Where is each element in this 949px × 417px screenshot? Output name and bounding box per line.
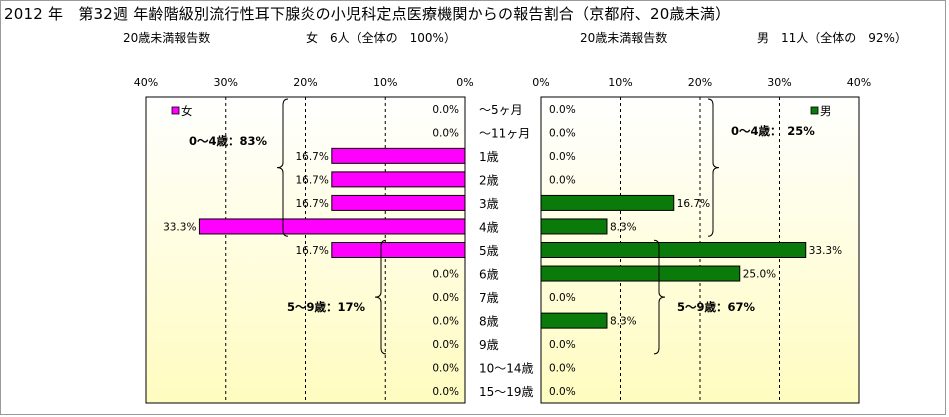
female-bar bbox=[331, 171, 466, 188]
male-report-label: 20歳未満報告数 bbox=[580, 31, 668, 45]
male-x-tick-label: 30% bbox=[767, 76, 791, 89]
female-value-label: 0.0% bbox=[432, 363, 459, 375]
female-value-label: 0.0% bbox=[432, 127, 459, 139]
female-value-label: 16.7% bbox=[295, 151, 328, 163]
male-value-label: 33.3% bbox=[809, 245, 842, 257]
female-value-label: 0.0% bbox=[432, 339, 459, 351]
male-value-label: 16.7% bbox=[677, 198, 710, 210]
male-annotation-label: 5～9歳：67% bbox=[677, 300, 756, 314]
male-value-label: 0.0% bbox=[549, 363, 576, 375]
male-value-label: 0.0% bbox=[549, 151, 576, 163]
female-value-label: 16.7% bbox=[295, 245, 328, 257]
female-bar bbox=[198, 218, 466, 235]
age-category-label: 9歳 bbox=[479, 338, 499, 352]
female-legend-label: 女 bbox=[181, 104, 193, 118]
female-x-tick-label: 40% bbox=[134, 76, 158, 89]
female-value-label: 16.7% bbox=[295, 174, 328, 186]
female-bar bbox=[331, 194, 466, 211]
male-legend-swatch bbox=[810, 106, 819, 115]
age-category-label: 7歳 bbox=[479, 291, 499, 305]
female-x-tick-label: 20% bbox=[293, 76, 317, 89]
female-annotation-label: 0～4歳：83% bbox=[189, 134, 268, 148]
female-value-label: 0.0% bbox=[432, 292, 459, 304]
male-value-label: 0.0% bbox=[549, 292, 576, 304]
female-legend-swatch bbox=[171, 106, 180, 115]
male-bar bbox=[540, 242, 807, 258]
age-category-label: 8歳 bbox=[479, 315, 499, 329]
female-value-label: 0.0% bbox=[432, 316, 459, 328]
age-category-label: 2歳 bbox=[479, 173, 499, 187]
female-value-label: 0.0% bbox=[432, 104, 459, 116]
age-category-label: 15～19歳 bbox=[479, 385, 534, 399]
male-value-label: 8.3% bbox=[610, 316, 637, 328]
male-x-tick-label: 0% bbox=[532, 76, 549, 89]
female-value-label: 16.7% bbox=[295, 198, 328, 210]
male-legend-label: 男 bbox=[820, 104, 832, 118]
female-bar bbox=[331, 147, 466, 164]
female-annotation-label: 5～9歳：17% bbox=[287, 300, 366, 314]
male-bar bbox=[540, 218, 608, 235]
female-x-tick-label: 10% bbox=[373, 76, 397, 89]
male-annotation-label: 0～4歳： 25% bbox=[731, 124, 815, 138]
age-category-label: 1歳 bbox=[479, 150, 499, 164]
male-annotation-brace bbox=[653, 239, 666, 355]
male-annotation-brace bbox=[707, 98, 720, 237]
male-bar bbox=[540, 265, 741, 282]
male-value-label: 25.0% bbox=[743, 269, 776, 281]
male-value-label: 8.3% bbox=[610, 221, 637, 233]
female-x-tick-label: 0% bbox=[456, 76, 473, 89]
male-x-tick-label: 10% bbox=[608, 76, 632, 89]
age-category-label: ～11ヶ月 bbox=[479, 126, 530, 140]
male-report-count: 男 11人（全体の 92%） bbox=[757, 31, 907, 45]
male-x-tick-label: 20% bbox=[688, 76, 712, 89]
chart-title: 2012 年 第32週 年齢階級別流行性耳下腺炎の小児科定点医療機関からの報告割… bbox=[4, 5, 731, 23]
age-category-label: ～5ヶ月 bbox=[479, 103, 523, 117]
female-report-count: 女 6人（全体の 100%） bbox=[306, 31, 456, 45]
male-bar bbox=[540, 194, 675, 211]
male-x-tick-label: 40% bbox=[847, 76, 871, 89]
female-value-label: 0.0% bbox=[432, 269, 459, 281]
male-value-label: 0.0% bbox=[549, 127, 576, 139]
female-report-label: 20歳未満報告数 bbox=[123, 31, 211, 45]
age-category-label: 4歳 bbox=[479, 220, 499, 234]
age-category-label: 3歳 bbox=[479, 197, 499, 211]
female-x-tick-label: 30% bbox=[214, 76, 238, 89]
female-value-label: 0.0% bbox=[432, 386, 459, 398]
male-bar bbox=[540, 312, 608, 329]
female-annotation-brace bbox=[374, 239, 387, 355]
male-value-label: 0.0% bbox=[549, 104, 576, 116]
male-value-label: 0.0% bbox=[549, 339, 576, 351]
female-annotation-brace bbox=[276, 98, 289, 237]
age-category-label: 5歳 bbox=[479, 244, 499, 258]
male-value-label: 0.0% bbox=[549, 386, 576, 398]
male-value-label: 0.0% bbox=[549, 174, 576, 186]
female-value-label: 33.3% bbox=[163, 221, 196, 233]
female-bar bbox=[331, 242, 466, 258]
age-category-label: 10～14歳 bbox=[479, 362, 534, 376]
age-category-label: 6歳 bbox=[479, 268, 499, 282]
